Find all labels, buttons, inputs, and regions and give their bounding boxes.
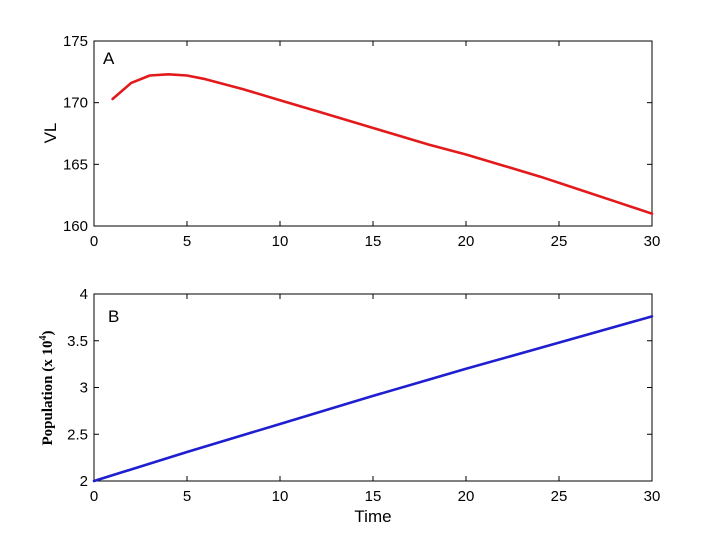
y-tick-label: 2.5 xyxy=(67,426,88,443)
y-tick-label: 3.5 xyxy=(67,333,88,350)
y-tick-label: 2 xyxy=(80,473,88,490)
panel-a-ylabel: VL xyxy=(41,123,60,144)
x-tick-label: 15 xyxy=(365,488,382,505)
panel-b-xlabel: Time xyxy=(354,507,391,526)
panel-b-ticks: 0 5 10 15 20 25 30 2 2.5 3 3.5 4 xyxy=(67,286,660,505)
panel-b: 0 5 10 15 20 25 30 2 2.5 3 3.5 4 B Population (x 10… xyxy=(38,286,660,526)
x-tick-label: 5 xyxy=(183,233,191,250)
x-tick-label: 20 xyxy=(458,488,475,505)
panel-a-series xyxy=(111,73,654,215)
y-tick-label: 4 xyxy=(80,286,88,303)
x-tick-label: 25 xyxy=(551,233,568,250)
x-tick-label: 10 xyxy=(272,488,289,505)
x-tick-label: 10 xyxy=(272,233,289,250)
x-tick-label: 30 xyxy=(644,488,661,505)
x-tick-label: 0 xyxy=(90,233,98,250)
y-tick-label: 175 xyxy=(63,33,88,50)
y-tick-label: 165 xyxy=(63,156,88,173)
panel-a-letter: A xyxy=(103,49,115,68)
panel-b-axes-box xyxy=(93,293,653,482)
x-tick-label: 5 xyxy=(183,488,191,505)
series-line xyxy=(111,73,654,215)
panel-b-series xyxy=(92,315,654,483)
y-tick-label: 170 xyxy=(63,95,88,112)
panel-b-letter: B xyxy=(108,307,119,326)
series-line xyxy=(92,315,654,483)
panel-b-ylabel-superscript: 4 xyxy=(38,335,49,340)
x-tick-label: 15 xyxy=(365,233,382,250)
x-tick-label: 0 xyxy=(90,488,98,505)
panel-a-axes-box xyxy=(93,40,653,227)
panel-b-ylabel: Population (x 104) xyxy=(38,330,56,445)
panel-b-ylabel-main: Population (x 10 xyxy=(40,340,56,445)
x-tick-label: 25 xyxy=(551,488,568,505)
y-tick-label: 3 xyxy=(80,380,88,397)
x-tick-label: 20 xyxy=(458,233,475,250)
x-tick-label: 30 xyxy=(644,233,661,250)
y-tick-label: 160 xyxy=(63,218,88,235)
panel-a: 0 5 10 15 20 25 30 160 165 170 175 A VL xyxy=(41,33,660,250)
panel-b-ylabel-tail: ) xyxy=(40,330,56,335)
panel-a-ticks: 0 5 10 15 20 25 30 160 165 170 175 xyxy=(63,33,660,250)
